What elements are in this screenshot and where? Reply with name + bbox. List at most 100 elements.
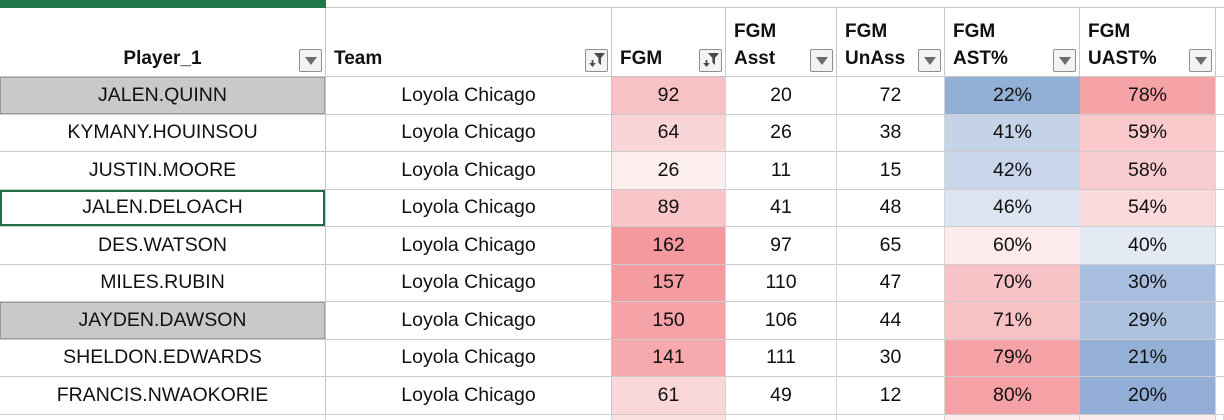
cell-ast_pct[interactable]: 80% xyxy=(945,377,1080,415)
chevron-down-icon xyxy=(923,56,936,65)
filter-button-fgm-asst[interactable] xyxy=(810,49,833,72)
strip-cell xyxy=(1216,0,1224,8)
cell-spacer xyxy=(1216,227,1224,265)
cell-ast_pct[interactable]: 71% xyxy=(945,302,1080,340)
cell-player[interactable]: JALEN.DELOACH xyxy=(0,189,326,227)
cell-spacer xyxy=(1216,339,1224,377)
cell-team[interactable]: Loyola Chicago xyxy=(326,302,612,340)
cell-ast_pct[interactable]: 42% xyxy=(945,152,1080,190)
cell-unass[interactable]: 65 xyxy=(837,227,945,265)
column-header-fgm[interactable]: FGM xyxy=(612,8,726,77)
cell-player[interactable]: KYMANY.HOUINSOU xyxy=(0,114,326,152)
table-row: DES.WATSON Loyola Chicago 162 97 65 60% 40% xyxy=(0,227,1224,265)
cell-unass[interactable]: 38 xyxy=(837,114,945,152)
column-header-team[interactable]: Team xyxy=(326,8,612,77)
cell-fgm[interactable]: 61 xyxy=(612,377,726,415)
cell-fgm[interactable]: 92 xyxy=(612,77,726,115)
cell-uast_pct[interactable]: 20% xyxy=(1080,377,1216,415)
cell-player[interactable]: JAYDEN.DAWSON xyxy=(0,302,326,340)
cell-player[interactable]: FRANCIS.NWAOKORIE xyxy=(0,377,326,415)
column-header-label: Team xyxy=(334,48,383,69)
cell-fgm[interactable]: 162 xyxy=(612,227,726,265)
column-header-fgm-asst[interactable]: FGM Asst xyxy=(726,8,837,77)
table-body: JALEN.QUINN Loyola Chicago 92 20 72 22% 78% KYM… xyxy=(0,77,1224,415)
column-header-player[interactable]: Player_1 xyxy=(0,8,326,77)
filter-button-team[interactable] xyxy=(585,49,608,72)
cell-asst[interactable]: 106 xyxy=(726,302,837,340)
cell-ast_pct[interactable]: 60% xyxy=(945,227,1080,265)
cell-fgm[interactable]: 141 xyxy=(612,339,726,377)
cell-unass[interactable]: 72 xyxy=(837,77,945,115)
cell-player[interactable]: DES.WATSON xyxy=(0,227,326,265)
cell-fgm[interactable]: 26 xyxy=(612,152,726,190)
strip-cell xyxy=(726,0,837,8)
cell-fgm[interactable]: 150 xyxy=(612,302,726,340)
cell-asst[interactable]: 11 xyxy=(726,152,837,190)
cell-team[interactable]: Loyola Chicago xyxy=(326,339,612,377)
column-header-fgm-unass[interactable]: FGM UnAss xyxy=(837,8,945,77)
cell-uast_pct[interactable]: 78% xyxy=(1080,77,1216,115)
filter-button-fgm-uast-pct[interactable] xyxy=(1189,49,1212,72)
cell-uast_pct[interactable]: 30% xyxy=(1080,264,1216,302)
cell-ast_pct[interactable]: 46% xyxy=(945,189,1080,227)
cell-team[interactable]: Loyola Chicago xyxy=(326,152,612,190)
cell-ast_pct[interactable]: 22% xyxy=(945,77,1080,115)
cell-spacer xyxy=(1216,302,1224,340)
cell-unass[interactable]: 15 xyxy=(837,152,945,190)
cell-team[interactable]: Loyola Chicago xyxy=(326,77,612,115)
cell-fgm[interactable]: 64 xyxy=(612,114,726,152)
cell-fgm[interactable]: 89 xyxy=(612,189,726,227)
cell-team[interactable]: Loyola Chicago xyxy=(326,189,612,227)
cell-uast_pct[interactable]: 59% xyxy=(1080,114,1216,152)
filter-button-player[interactable] xyxy=(299,49,322,72)
cell-uast_pct[interactable]: 29% xyxy=(1080,302,1216,340)
filter-button-fgm-ast-pct[interactable] xyxy=(1053,49,1076,72)
cell-spacer xyxy=(1216,77,1224,115)
chevron-down-icon xyxy=(1194,56,1207,65)
cell-unass[interactable]: 48 xyxy=(837,189,945,227)
table-row: JAYDEN.DAWSON Loyola Chicago 150 106 44 71% 29… xyxy=(0,302,1224,340)
cell-asst[interactable]: 111 xyxy=(726,339,837,377)
cell-ast_pct[interactable]: 79% xyxy=(945,339,1080,377)
cell-asst[interactable]: 49 xyxy=(726,377,837,415)
cell-unass[interactable]: 30 xyxy=(837,339,945,377)
strip-cell xyxy=(945,0,1080,8)
filter-button-fgm[interactable] xyxy=(699,49,722,72)
partial-row-cell xyxy=(837,414,945,420)
cell-unass[interactable]: 47 xyxy=(837,264,945,302)
partial-row-cell xyxy=(326,414,612,420)
cell-ast_pct[interactable]: 70% xyxy=(945,264,1080,302)
cell-player[interactable]: SHELDON.EDWARDS xyxy=(0,339,326,377)
cell-unass[interactable]: 44 xyxy=(837,302,945,340)
cell-asst[interactable]: 20 xyxy=(726,77,837,115)
cell-asst[interactable]: 97 xyxy=(726,227,837,265)
cell-team[interactable]: Loyola Chicago xyxy=(326,264,612,302)
column-header-fgm-uast-pct[interactable]: FGM UAST% xyxy=(1080,8,1216,77)
cell-asst[interactable]: 110 xyxy=(726,264,837,302)
table-row: MILES.RUBIN Loyola Chicago 157 110 47 70% 30% xyxy=(0,264,1224,302)
partial-row xyxy=(0,414,1224,420)
column-header-fgm-ast-pct[interactable]: FGM AST% xyxy=(945,8,1080,77)
cell-player[interactable]: JALEN.QUINN xyxy=(0,77,326,115)
cell-asst[interactable]: 26 xyxy=(726,114,837,152)
cell-player[interactable]: JUSTIN.MOORE xyxy=(0,152,326,190)
cell-team[interactable]: Loyola Chicago xyxy=(326,114,612,152)
cell-unass[interactable]: 12 xyxy=(837,377,945,415)
cell-uast_pct[interactable]: 40% xyxy=(1080,227,1216,265)
table-row: FRANCIS.NWAOKORIE Loyola Chicago 61 49 12 80%… xyxy=(0,377,1224,415)
cell-ast_pct[interactable]: 41% xyxy=(945,114,1080,152)
filter-funnel-icon xyxy=(702,53,719,67)
cell-team[interactable]: Loyola Chicago xyxy=(326,377,612,415)
filter-button-fgm-unass[interactable] xyxy=(918,49,941,72)
cell-uast_pct[interactable]: 54% xyxy=(1080,189,1216,227)
partial-row-cell xyxy=(1216,414,1224,420)
cell-uast_pct[interactable]: 21% xyxy=(1080,339,1216,377)
cell-player[interactable]: MILES.RUBIN xyxy=(0,264,326,302)
table-row: JALEN.QUINN Loyola Chicago 92 20 72 22% 78% xyxy=(0,77,1224,115)
cell-uast_pct[interactable]: 58% xyxy=(1080,152,1216,190)
cell-spacer xyxy=(1216,114,1224,152)
cell-fgm[interactable]: 157 xyxy=(612,264,726,302)
cell-asst[interactable]: 41 xyxy=(726,189,837,227)
cell-team[interactable]: Loyola Chicago xyxy=(326,227,612,265)
